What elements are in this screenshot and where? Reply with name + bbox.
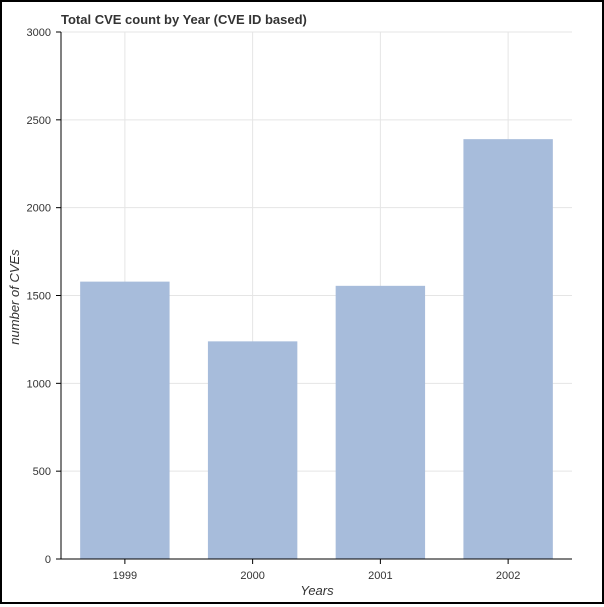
bar-1999 [80,281,170,559]
y-tick-label: 1500 [27,291,51,303]
y-tick-label: 1000 [27,378,51,390]
chart-title: Total CVE count by Year (CVE ID based) [61,12,307,27]
y-axis-label: number of CVEs [7,249,22,345]
x-tick-label: 2002 [496,570,520,582]
bar-2002 [463,139,553,559]
bars [80,139,553,559]
x-ticks: 1999 2000 2001 2002 [113,559,520,582]
y-tick-label: 2000 [27,203,51,215]
bar-2001 [335,285,426,559]
y-tick-label: 3000 [27,27,51,39]
x-axis-label: Years [300,583,334,598]
y-tick-label: 500 [33,466,51,478]
y-tick-label: 0 [45,554,51,566]
y-tick-label: 2500 [27,115,51,127]
x-tick-label: 1999 [113,570,137,582]
y-ticks: 0 500 1000 1500 2000 2500 3000 [27,27,61,566]
x-tick-label: 2001 [368,570,392,582]
x-tick-label: 2000 [240,570,264,582]
bar-2000 [207,341,298,559]
